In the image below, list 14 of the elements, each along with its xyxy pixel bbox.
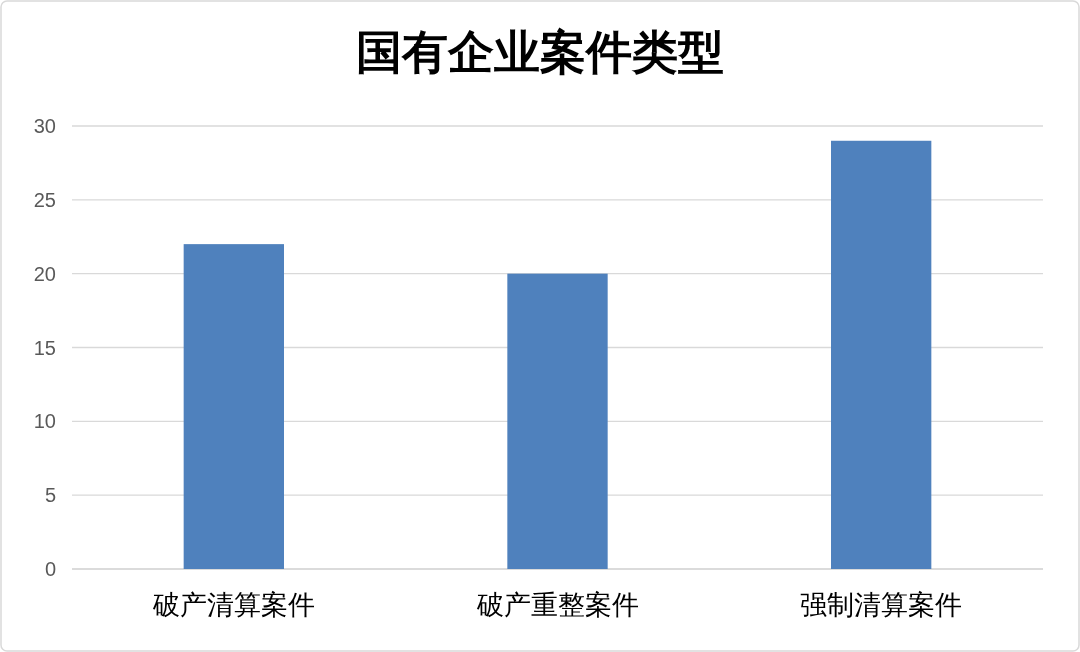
x-tick-label: 破产清算案件 xyxy=(151,590,315,620)
x-tick-label: 破产重整案件 xyxy=(475,590,639,620)
chart-title: 国有企业案件类型 xyxy=(356,27,724,78)
y-tick-label: 30 xyxy=(33,115,56,137)
bar xyxy=(183,244,284,569)
y-tick-label: 25 xyxy=(33,188,56,211)
y-tick-label: 20 xyxy=(33,262,56,285)
bar xyxy=(507,273,608,569)
y-tick-label: 15 xyxy=(33,336,56,359)
y-tick-label: 5 xyxy=(44,484,56,507)
x-tick-label: 强制清算案件 xyxy=(800,590,963,620)
y-tick-label: 10 xyxy=(33,410,56,433)
bar xyxy=(831,140,932,569)
y-tick-label: 0 xyxy=(44,558,56,580)
